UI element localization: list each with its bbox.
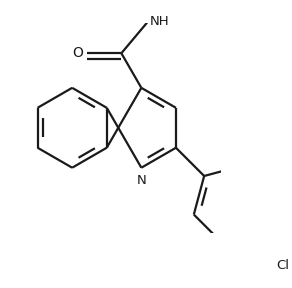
Text: N: N [136, 174, 146, 187]
Text: NH: NH [150, 15, 170, 28]
Text: Cl: Cl [277, 259, 290, 272]
Text: O: O [72, 46, 83, 60]
